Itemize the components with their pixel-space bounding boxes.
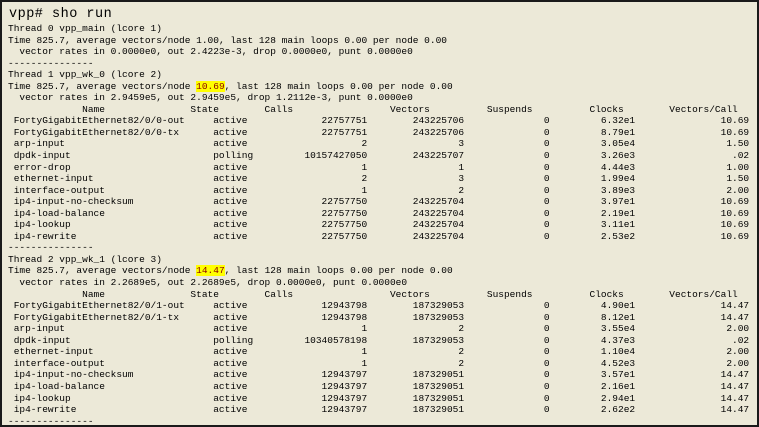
table-header-row: Name State Calls Vectors Suspends Clocks… bbox=[8, 288, 738, 300]
cli-prompt-line: vpp# sho run bbox=[9, 7, 113, 22]
table-row: ip4-input-no-checksum active 12943797 18… bbox=[8, 369, 750, 381]
thread-time-line: Time 825.7, average vectors/node 10.69, … bbox=[8, 80, 453, 92]
show-run-output: Thread 0 vpp_main (lcore 1) Time 825.7, a… bbox=[2, 23, 757, 427]
table-row: FortyGigabitEthernet82/0/1-tx active 129… bbox=[8, 311, 750, 323]
thread-time-line: Time 825.7, average vectors/node 1.00, l… bbox=[8, 34, 447, 46]
table-row: interface-output active 1 2 0 4.52e3 2.0… bbox=[8, 357, 750, 369]
table-row: FortyGigabitEthernet82/0/0-tx active 227… bbox=[8, 126, 750, 138]
table-row: arp-input active 1 2 0 3.55e4 2.00 bbox=[8, 323, 750, 335]
table-row: error-drop active 1 1 0 4.44e3 1.00 bbox=[8, 161, 750, 173]
table-row: arp-input active 2 3 0 3.05e4 1.50 bbox=[8, 138, 750, 150]
section-separator: --------------- bbox=[8, 242, 94, 254]
table-row: dpdk-input polling 10340578198 187329053… bbox=[8, 334, 750, 346]
table-header-row: Name State Calls Vectors Suspends Clocks… bbox=[8, 103, 738, 115]
table-row: ip4-load-balance active 12943797 1873290… bbox=[8, 380, 750, 392]
table-row: ip4-load-balance active 22757750 2432257… bbox=[8, 207, 750, 219]
table-row: ethernet-input active 1 2 0 1.10e4 2.00 bbox=[8, 346, 750, 358]
thread-time-line: Time 825.7, average vectors/node 14.47, … bbox=[8, 265, 453, 277]
table-row: ip4-rewrite active 22757750 243225704 0 … bbox=[8, 230, 750, 242]
section-separator: --------------- bbox=[8, 415, 94, 427]
thread-title: Thread 0 vpp_main (lcore 1) bbox=[8, 23, 162, 34]
vector-rates-line: vector rates in 2.9459e5, out 2.9459e5, … bbox=[8, 92, 413, 104]
table-row: ip4-lookup active 22757750 243225704 0 3… bbox=[8, 219, 750, 231]
vector-rates-line: vector rates in 0.0000e0, out 2.4223e-3,… bbox=[8, 46, 413, 58]
thread-title: Thread 2 vpp_wk_1 (lcore 3) bbox=[8, 253, 162, 265]
table-row: dpdk-input polling 10157427050 243225707… bbox=[8, 150, 750, 162]
table-row: ip4-rewrite active 12943797 187329051 0 … bbox=[8, 404, 750, 416]
avg-vectors-per-node-value: 1.00 bbox=[196, 34, 219, 46]
table-row: ip4-lookup active 12943797 187329051 0 2… bbox=[8, 392, 750, 404]
table-row: ip4-input-no-checksum active 22757750 24… bbox=[8, 196, 750, 208]
table-row: ethernet-input active 2 3 0 1.99e4 1.50 bbox=[8, 173, 750, 185]
avg-vectors-per-node-value: 10.69 bbox=[196, 80, 225, 92]
thread-title: Thread 1 vpp_wk_0 (lcore 2) bbox=[8, 69, 162, 81]
table-row: interface-output active 1 2 0 3.89e3 2.0… bbox=[8, 184, 750, 196]
table-row: FortyGigabitEthernet82/0/0-out active 22… bbox=[8, 115, 750, 127]
avg-vectors-per-node-value: 14.47 bbox=[196, 265, 225, 277]
table-row: FortyGigabitEthernet82/0/1-out active 12… bbox=[8, 300, 750, 312]
vector-rates-line: vector rates in 2.2689e5, out 2.2689e5, … bbox=[8, 277, 408, 289]
section-separator: --------------- bbox=[8, 57, 94, 69]
